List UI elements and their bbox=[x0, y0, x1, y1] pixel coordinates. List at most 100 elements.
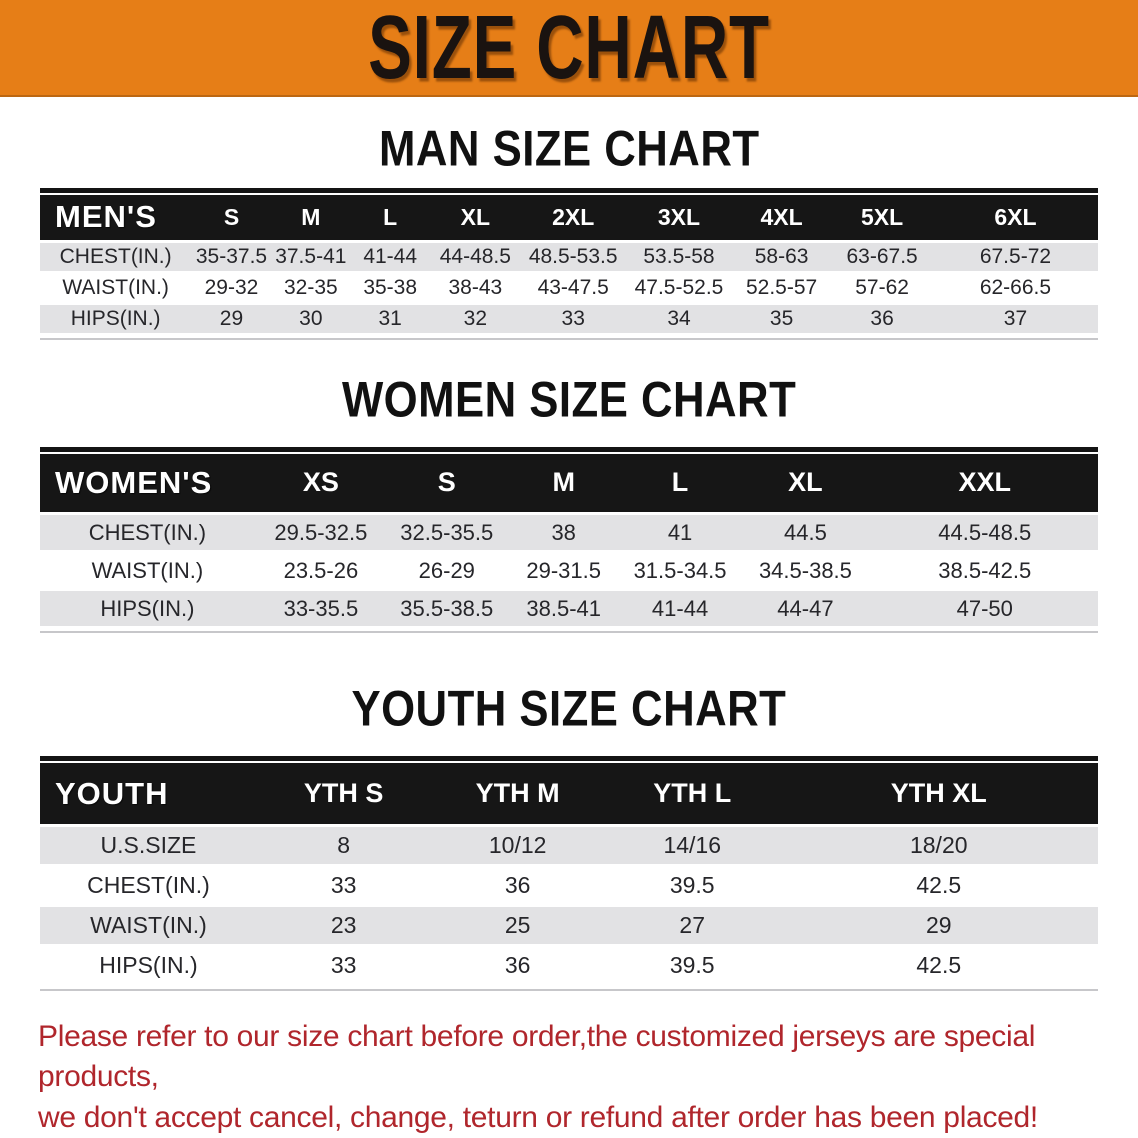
size-column-header: M bbox=[271, 194, 350, 244]
table-row: WAIST(IN.) 23.5-26 26-29 29-31.5 31.5-34.5 34… bbox=[40, 551, 1098, 592]
size-cell: 36 bbox=[430, 945, 605, 988]
table-row: CHEST(IN.) 33 36 39.5 42.5 bbox=[40, 865, 1098, 908]
men-size-table: MEN'S S M L XL 2XL 3XL 4XL 5XL 6XL CHEST(IN.) 35-37… bbox=[40, 194, 1098, 337]
row-label: CHEST(IN.) bbox=[40, 865, 257, 908]
size-cell: 32-35 bbox=[271, 272, 350, 306]
size-cell: 23 bbox=[256, 905, 431, 948]
size-column-header: XL bbox=[430, 194, 521, 244]
men-heading-text: MAN SIZE CHART bbox=[378, 119, 760, 177]
size-cell: 38-43 bbox=[430, 272, 521, 306]
size-cell: 62-66.5 bbox=[932, 272, 1098, 306]
youth-section-heading: YOUTH SIZE CHART bbox=[0, 681, 1138, 735]
size-cell: 38 bbox=[506, 513, 621, 554]
size-cell: 34 bbox=[626, 303, 732, 337]
size-cell: 52.5-57 bbox=[731, 272, 832, 306]
size-cell: 37.5-41 bbox=[271, 241, 350, 275]
youth-table-label: YOUTH bbox=[40, 762, 257, 828]
size-cell: 31 bbox=[349, 303, 431, 337]
size-column-header: YTH L bbox=[604, 762, 780, 828]
size-cell: 33-35.5 bbox=[254, 589, 388, 630]
size-cell: 43-47.5 bbox=[520, 272, 627, 306]
size-cell: 53.5-58 bbox=[626, 241, 732, 275]
size-cell: 29.5-32.5 bbox=[254, 513, 388, 554]
men-size-table-wrap: MEN'S S M L XL 2XL 3XL 4XL 5XL 6XL CHEST(IN.) 35-37… bbox=[40, 187, 1098, 341]
size-cell: 41-44 bbox=[349, 241, 431, 275]
women-section-heading: WOMEN SIZE CHART bbox=[0, 370, 1138, 428]
size-column-header: 3XL bbox=[626, 194, 732, 244]
row-label: CHEST(IN.) bbox=[40, 513, 255, 554]
youth-size-table: YOUTH YTH S YTH M YTH L YTH XL U.S.SIZE 8 10/12… bbox=[40, 762, 1098, 988]
size-cell: 37 bbox=[932, 303, 1098, 337]
row-label: WAIST(IN.) bbox=[40, 905, 257, 948]
size-cell: 34.5-38.5 bbox=[739, 551, 872, 592]
size-cell: 31.5-34.5 bbox=[620, 551, 740, 592]
table-row: HIPS(IN.) 33-35.5 35.5-38.5 38.5-41 41-44 44-… bbox=[40, 589, 1098, 630]
size-cell: 63-67.5 bbox=[831, 241, 933, 275]
size-column-header: 5XL bbox=[831, 194, 933, 244]
size-cell: 25 bbox=[430, 905, 605, 948]
table-row: HIPS(IN.) 33 36 39.5 42.5 bbox=[40, 945, 1098, 988]
size-cell: 58-63 bbox=[731, 241, 832, 275]
row-label: HIPS(IN.) bbox=[40, 303, 192, 337]
table-row: HIPS(IN.) 29 30 31 32 33 34 35 36 37 bbox=[40, 303, 1098, 337]
men-section-heading: MAN SIZE CHART bbox=[0, 119, 1138, 177]
size-cell: 32.5-35.5 bbox=[387, 513, 507, 554]
table-row: U.S.SIZE 8 10/12 14/16 18/20 bbox=[40, 825, 1098, 868]
size-cell: 47-50 bbox=[871, 589, 1098, 630]
row-label: U.S.SIZE bbox=[40, 825, 257, 868]
size-column-header: L bbox=[620, 453, 740, 516]
youth-size-table-wrap: YOUTH YTH S YTH M YTH L YTH XL U.S.SIZE 8 10/12… bbox=[40, 755, 1098, 992]
youth-header-row: YOUTH YTH S YTH M YTH L YTH XL bbox=[40, 762, 1098, 828]
men-table-label: MEN'S bbox=[40, 194, 192, 244]
size-cell: 44-48.5 bbox=[430, 241, 521, 275]
size-column-header: L bbox=[349, 194, 431, 244]
row-label: WAIST(IN.) bbox=[40, 272, 192, 306]
size-cell: 29-31.5 bbox=[506, 551, 621, 592]
size-cell: 26-29 bbox=[387, 551, 507, 592]
size-column-header: S bbox=[387, 453, 507, 516]
row-label: WAIST(IN.) bbox=[40, 551, 255, 592]
size-cell: 36 bbox=[831, 303, 933, 337]
size-cell: 30 bbox=[271, 303, 350, 337]
size-chart-banner: SIZE CHART bbox=[0, 0, 1138, 97]
women-table-label: WOMEN'S bbox=[40, 453, 255, 516]
size-cell: 36 bbox=[430, 865, 605, 908]
size-cell: 41-44 bbox=[620, 589, 740, 630]
size-cell: 33 bbox=[256, 945, 431, 988]
size-cell: 42.5 bbox=[779, 945, 1098, 988]
size-cell: 38.5-42.5 bbox=[871, 551, 1098, 592]
size-column-header: 6XL bbox=[932, 194, 1098, 244]
size-cell: 35 bbox=[731, 303, 832, 337]
size-cell: 48.5-53.5 bbox=[520, 241, 627, 275]
banner-title: SIZE CHART bbox=[368, 0, 770, 97]
order-notice-line1: Please refer to our size chart before or… bbox=[38, 1020, 1036, 1094]
row-label: HIPS(IN.) bbox=[40, 589, 255, 630]
size-cell: 8 bbox=[256, 825, 431, 868]
row-label: CHEST(IN.) bbox=[40, 241, 192, 275]
size-column-header: S bbox=[191, 194, 272, 244]
size-cell: 33 bbox=[256, 865, 431, 908]
size-cell: 32 bbox=[430, 303, 521, 337]
size-cell: 23.5-26 bbox=[254, 551, 388, 592]
size-cell: 67.5-72 bbox=[932, 241, 1098, 275]
women-size-table: WOMEN'S XS S M L XL XXL CHEST(IN.) 29.5-32.5 32.5… bbox=[40, 453, 1098, 630]
size-column-header: M bbox=[506, 453, 621, 516]
size-cell: 35.5-38.5 bbox=[387, 589, 507, 630]
size-cell: 29-32 bbox=[191, 272, 272, 306]
size-cell: 35-38 bbox=[349, 272, 431, 306]
women-size-table-wrap: WOMEN'S XS S M L XL XXL CHEST(IN.) 29.5-32.5 32.5… bbox=[40, 446, 1098, 634]
size-cell: 44.5 bbox=[739, 513, 872, 554]
size-cell: 27 bbox=[604, 905, 780, 948]
size-cell: 29 bbox=[191, 303, 272, 337]
women-heading-text: WOMEN SIZE CHART bbox=[341, 370, 797, 428]
size-column-header: XS bbox=[254, 453, 388, 516]
size-column-header: XXL bbox=[871, 453, 1098, 516]
size-cell: 57-62 bbox=[831, 272, 933, 306]
table-row: CHEST(IN.) 29.5-32.5 32.5-35.5 38 41 44.5 44.5… bbox=[40, 513, 1098, 554]
table-row: CHEST(IN.) 35-37.5 37.5-41 41-44 44-48.5 48.5… bbox=[40, 241, 1098, 275]
row-label: HIPS(IN.) bbox=[40, 945, 257, 988]
size-cell: 39.5 bbox=[604, 865, 780, 908]
size-cell: 44.5-48.5 bbox=[871, 513, 1098, 554]
order-notice: Please refer to our size chart before or… bbox=[38, 1017, 1100, 1138]
size-column-header: YTH XL bbox=[779, 762, 1098, 828]
